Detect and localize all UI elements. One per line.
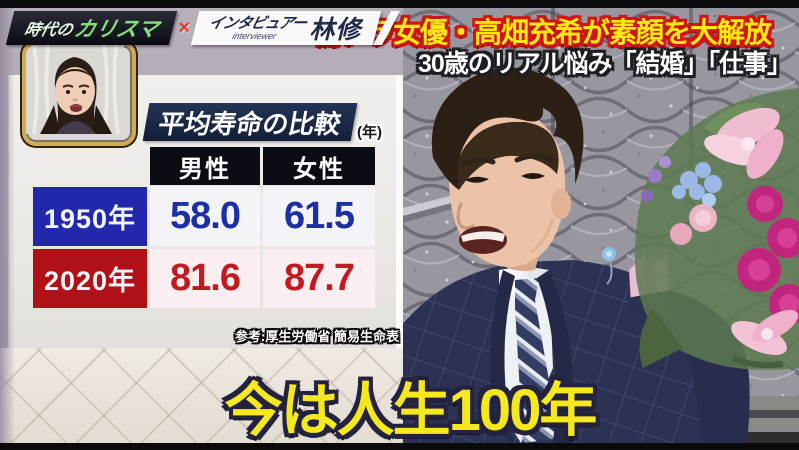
table-unit: (年): [357, 124, 382, 141]
guest-portrait-illustration: [26, 45, 124, 134]
logo-interviewer-katakana: インタビュアー: [207, 14, 309, 32]
striped-tie: [515, 278, 559, 443]
quilted-lower-wall: [0, 348, 403, 443]
column-header-male: 男性: [150, 147, 260, 185]
cell-1950-male: 58.0: [150, 187, 260, 246]
letterbox-bottom: [0, 443, 799, 450]
column-header-female: 女性: [263, 147, 375, 185]
table-source-note: 参考:厚生労働省 簡易生命表: [235, 329, 399, 344]
program-logo-banner: 時代の カリスマ × インタビュアー interviewer 林修: [5, 11, 400, 45]
table-title: 平均寿命の比較: [142, 103, 358, 141]
logo-interviewer-block: インタビュアー interviewer: [205, 14, 309, 41]
logo-cross-mark: ×: [178, 16, 191, 39]
cell-1950-female: 61.5: [263, 187, 375, 246]
host-mouth: [459, 226, 507, 254]
flower-arrangement: [634, 88, 799, 370]
host-photo-illustration: [401, 8, 799, 450]
boutonniere-pin: [602, 247, 616, 285]
cell-2020-male: 81.6: [150, 249, 260, 308]
row-label-2020: 2020年: [33, 249, 147, 308]
headline-line2: 30歳のリアル悩み「結婚」「仕事」: [417, 50, 792, 78]
host-hair: [431, 67, 584, 190]
bottom-caption: 今は人生100年: [224, 378, 598, 443]
logo-left-prefix: 時代の: [22, 22, 75, 39]
logo-left-segment: 時代の カリスマ: [5, 11, 178, 45]
logo-interviewer-roman: interviewer: [231, 30, 278, 41]
cell-2020-female: 87.7: [263, 249, 375, 308]
left-wall-shadow: [0, 8, 15, 443]
studio-photo-host: [401, 8, 799, 450]
logo-right-segment: インタビュアー interviewer 林修: [190, 11, 382, 45]
row-label-1950: 1950年: [33, 187, 147, 246]
guest-inset-photo: [22, 41, 136, 146]
letterbox-top: [0, 0, 799, 8]
logo-left-main: カリスマ: [71, 18, 161, 41]
logo-host-name: 林修: [307, 16, 367, 44]
